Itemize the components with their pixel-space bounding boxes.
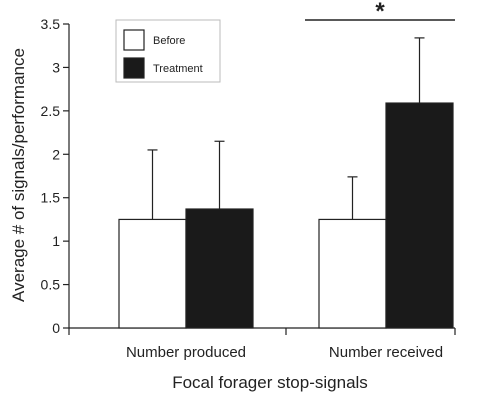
legend: Before Treatment	[115, 19, 221, 83]
y-tick-label: 0.5	[41, 277, 61, 293]
bar-treatment-0	[185, 208, 254, 329]
x-axis-title: Focal forager stop-signals	[172, 373, 368, 392]
legend-label-treatment: Treatment	[153, 63, 203, 75]
y-tick-label: 1.5	[41, 190, 61, 206]
legend-swatch-before	[123, 29, 145, 51]
y-tick-label: 3	[52, 59, 60, 75]
bar-before-1	[318, 218, 387, 329]
y-tick-label: 0	[52, 320, 60, 336]
significance-star: *	[375, 0, 385, 25]
y-tick-label: 2.5	[41, 103, 61, 119]
y-tick-label: 2	[52, 146, 60, 162]
bar-before-0	[118, 218, 187, 329]
x-tick-label: Number received	[329, 344, 443, 361]
y-axis-title: Average # of signals/performance	[9, 48, 28, 302]
axes: 0 0.5 1 1.5 2 2.5 3 3.5 Number produced Number re…	[41, 16, 456, 361]
bars	[118, 102, 454, 329]
y-tick-label: 3.5	[41, 16, 61, 32]
annotations: *	[305, 0, 455, 25]
legend-label-before: Before	[153, 35, 185, 47]
error-bars	[147, 37, 425, 220]
bar-treatment-1	[385, 102, 454, 329]
legend-swatch-treatment	[123, 57, 145, 79]
x-tick-label: Number produced	[126, 344, 246, 361]
y-tick-label: 1	[52, 233, 60, 249]
